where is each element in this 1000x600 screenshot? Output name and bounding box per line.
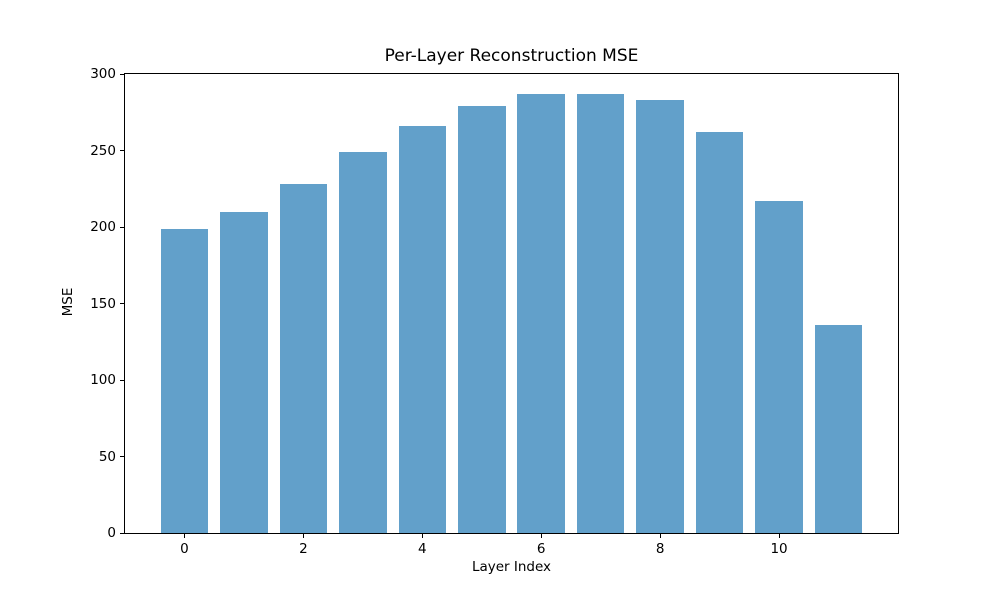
y-tick-label: 200: [90, 219, 116, 235]
y-tick-mark: [120, 303, 124, 304]
y-tick-label: 100: [90, 372, 116, 388]
bar-layer-6: [517, 93, 565, 533]
bar-layer-4: [398, 126, 447, 533]
bar-layer-2: [279, 184, 328, 533]
x-tick-label: 0: [180, 541, 189, 557]
x-tick-mark: [778, 534, 780, 538]
x-tick-label: 6: [536, 541, 546, 557]
y-tick-mark: [120, 532, 124, 534]
y-tick-mark: [120, 456, 124, 457]
y-tick-label: 150: [90, 295, 116, 312]
bar-layer-5: [457, 106, 506, 533]
bar-layer-11: [814, 324, 863, 533]
bar-layer-8: [636, 100, 684, 533]
x-tick-label: 4: [418, 541, 427, 557]
x-tick-mark: [659, 534, 661, 538]
bar-layer-1: [220, 211, 268, 533]
y-tick-mark: [120, 379, 124, 381]
bar-layer-3: [339, 152, 387, 533]
y-tick-label: 250: [90, 142, 116, 159]
x-tick-mark: [540, 534, 542, 538]
chart-title: Per-Layer Reconstruction MSE: [384, 46, 639, 66]
y-tick-label: 300: [90, 66, 116, 82]
x-tick-label: 10: [770, 541, 788, 557]
y-tick-label: 0: [107, 525, 116, 541]
bar-layer-0: [160, 228, 209, 533]
bar-layer-7: [576, 93, 625, 533]
bar-layer-10: [755, 201, 803, 533]
y-tick-label: 50: [98, 448, 116, 465]
x-tick-label: 8: [655, 541, 665, 557]
plot-area: [124, 73, 899, 534]
y-tick-mark: [120, 73, 124, 75]
y-tick-mark: [120, 226, 124, 228]
x-tick-mark: [302, 534, 304, 538]
x-axis-label: Layer Index: [471, 559, 552, 575]
bar-layer-9: [695, 132, 744, 533]
x-tick-label: 2: [299, 541, 308, 557]
x-tick-mark: [183, 534, 185, 538]
x-tick-mark: [421, 534, 423, 538]
y-tick-mark: [120, 150, 124, 151]
